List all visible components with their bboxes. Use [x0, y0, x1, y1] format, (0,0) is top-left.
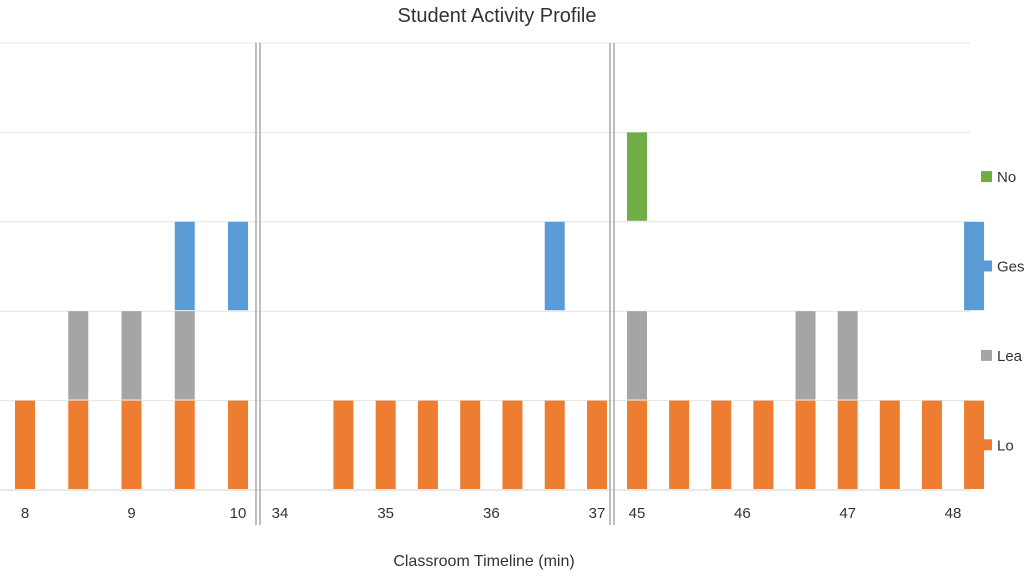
bar-no	[627, 132, 647, 221]
bar-lo	[753, 400, 774, 489]
legend-label-no: No	[997, 169, 1016, 186]
bar-lo	[669, 400, 690, 489]
bar-lo	[15, 400, 35, 489]
legend-label-ges: Ges	[997, 259, 1024, 276]
bar-lo	[627, 400, 647, 489]
x-tick-label: 34	[272, 505, 289, 522]
x-tick-label: 47	[839, 505, 856, 522]
x-tick-label: 46	[734, 505, 751, 522]
bar-lo	[879, 400, 900, 489]
bar-lo	[121, 400, 142, 489]
legend-label-lo: Lo	[997, 437, 1014, 454]
x-tick-label: 8	[21, 505, 29, 522]
bar-lo	[711, 400, 732, 489]
legend-swatch-ges	[981, 260, 992, 272]
x-tick-label: 45	[629, 505, 646, 522]
bar-ges	[964, 221, 985, 311]
legend-swatch-lea	[981, 349, 992, 361]
x-axis-label: Classroom Timeline (min)	[393, 553, 574, 570]
bar-lea	[795, 311, 816, 400]
bar-lo	[544, 400, 565, 489]
bar-ges	[228, 221, 248, 311]
bar-lo	[375, 400, 396, 489]
x-tick-label: 36	[483, 505, 500, 522]
bar-lo	[174, 400, 195, 489]
bar-lo	[921, 400, 942, 489]
bar-lea	[68, 311, 89, 400]
bar-lo	[964, 400, 985, 489]
bar-lo	[460, 400, 481, 489]
bar-lo	[228, 400, 248, 489]
bar-lo	[417, 400, 438, 489]
bar-lo	[837, 400, 858, 489]
x-tick-label: 48	[945, 505, 962, 522]
bar-lo	[68, 400, 89, 489]
bar-lea	[174, 311, 195, 400]
bar-ges	[544, 221, 565, 311]
bar-lea	[121, 311, 142, 400]
bar-lo	[587, 400, 607, 489]
chart-title: Student Activity Profile	[398, 5, 597, 27]
bar-lo	[502, 400, 523, 489]
legend-label-lea: Lea	[997, 348, 1023, 365]
legend-swatch-lo	[981, 439, 992, 451]
x-tick-label: 35	[377, 505, 394, 522]
x-tick-label: 9	[127, 505, 135, 522]
bar-lo	[795, 400, 816, 489]
x-tick-label: 37	[589, 505, 606, 522]
bar-lea	[627, 311, 647, 400]
x-tick-label: 10	[230, 505, 247, 522]
bar-lea	[837, 311, 858, 400]
legend-swatch-no	[981, 171, 992, 183]
bar-ges	[174, 221, 195, 311]
bar-lo	[333, 400, 354, 489]
